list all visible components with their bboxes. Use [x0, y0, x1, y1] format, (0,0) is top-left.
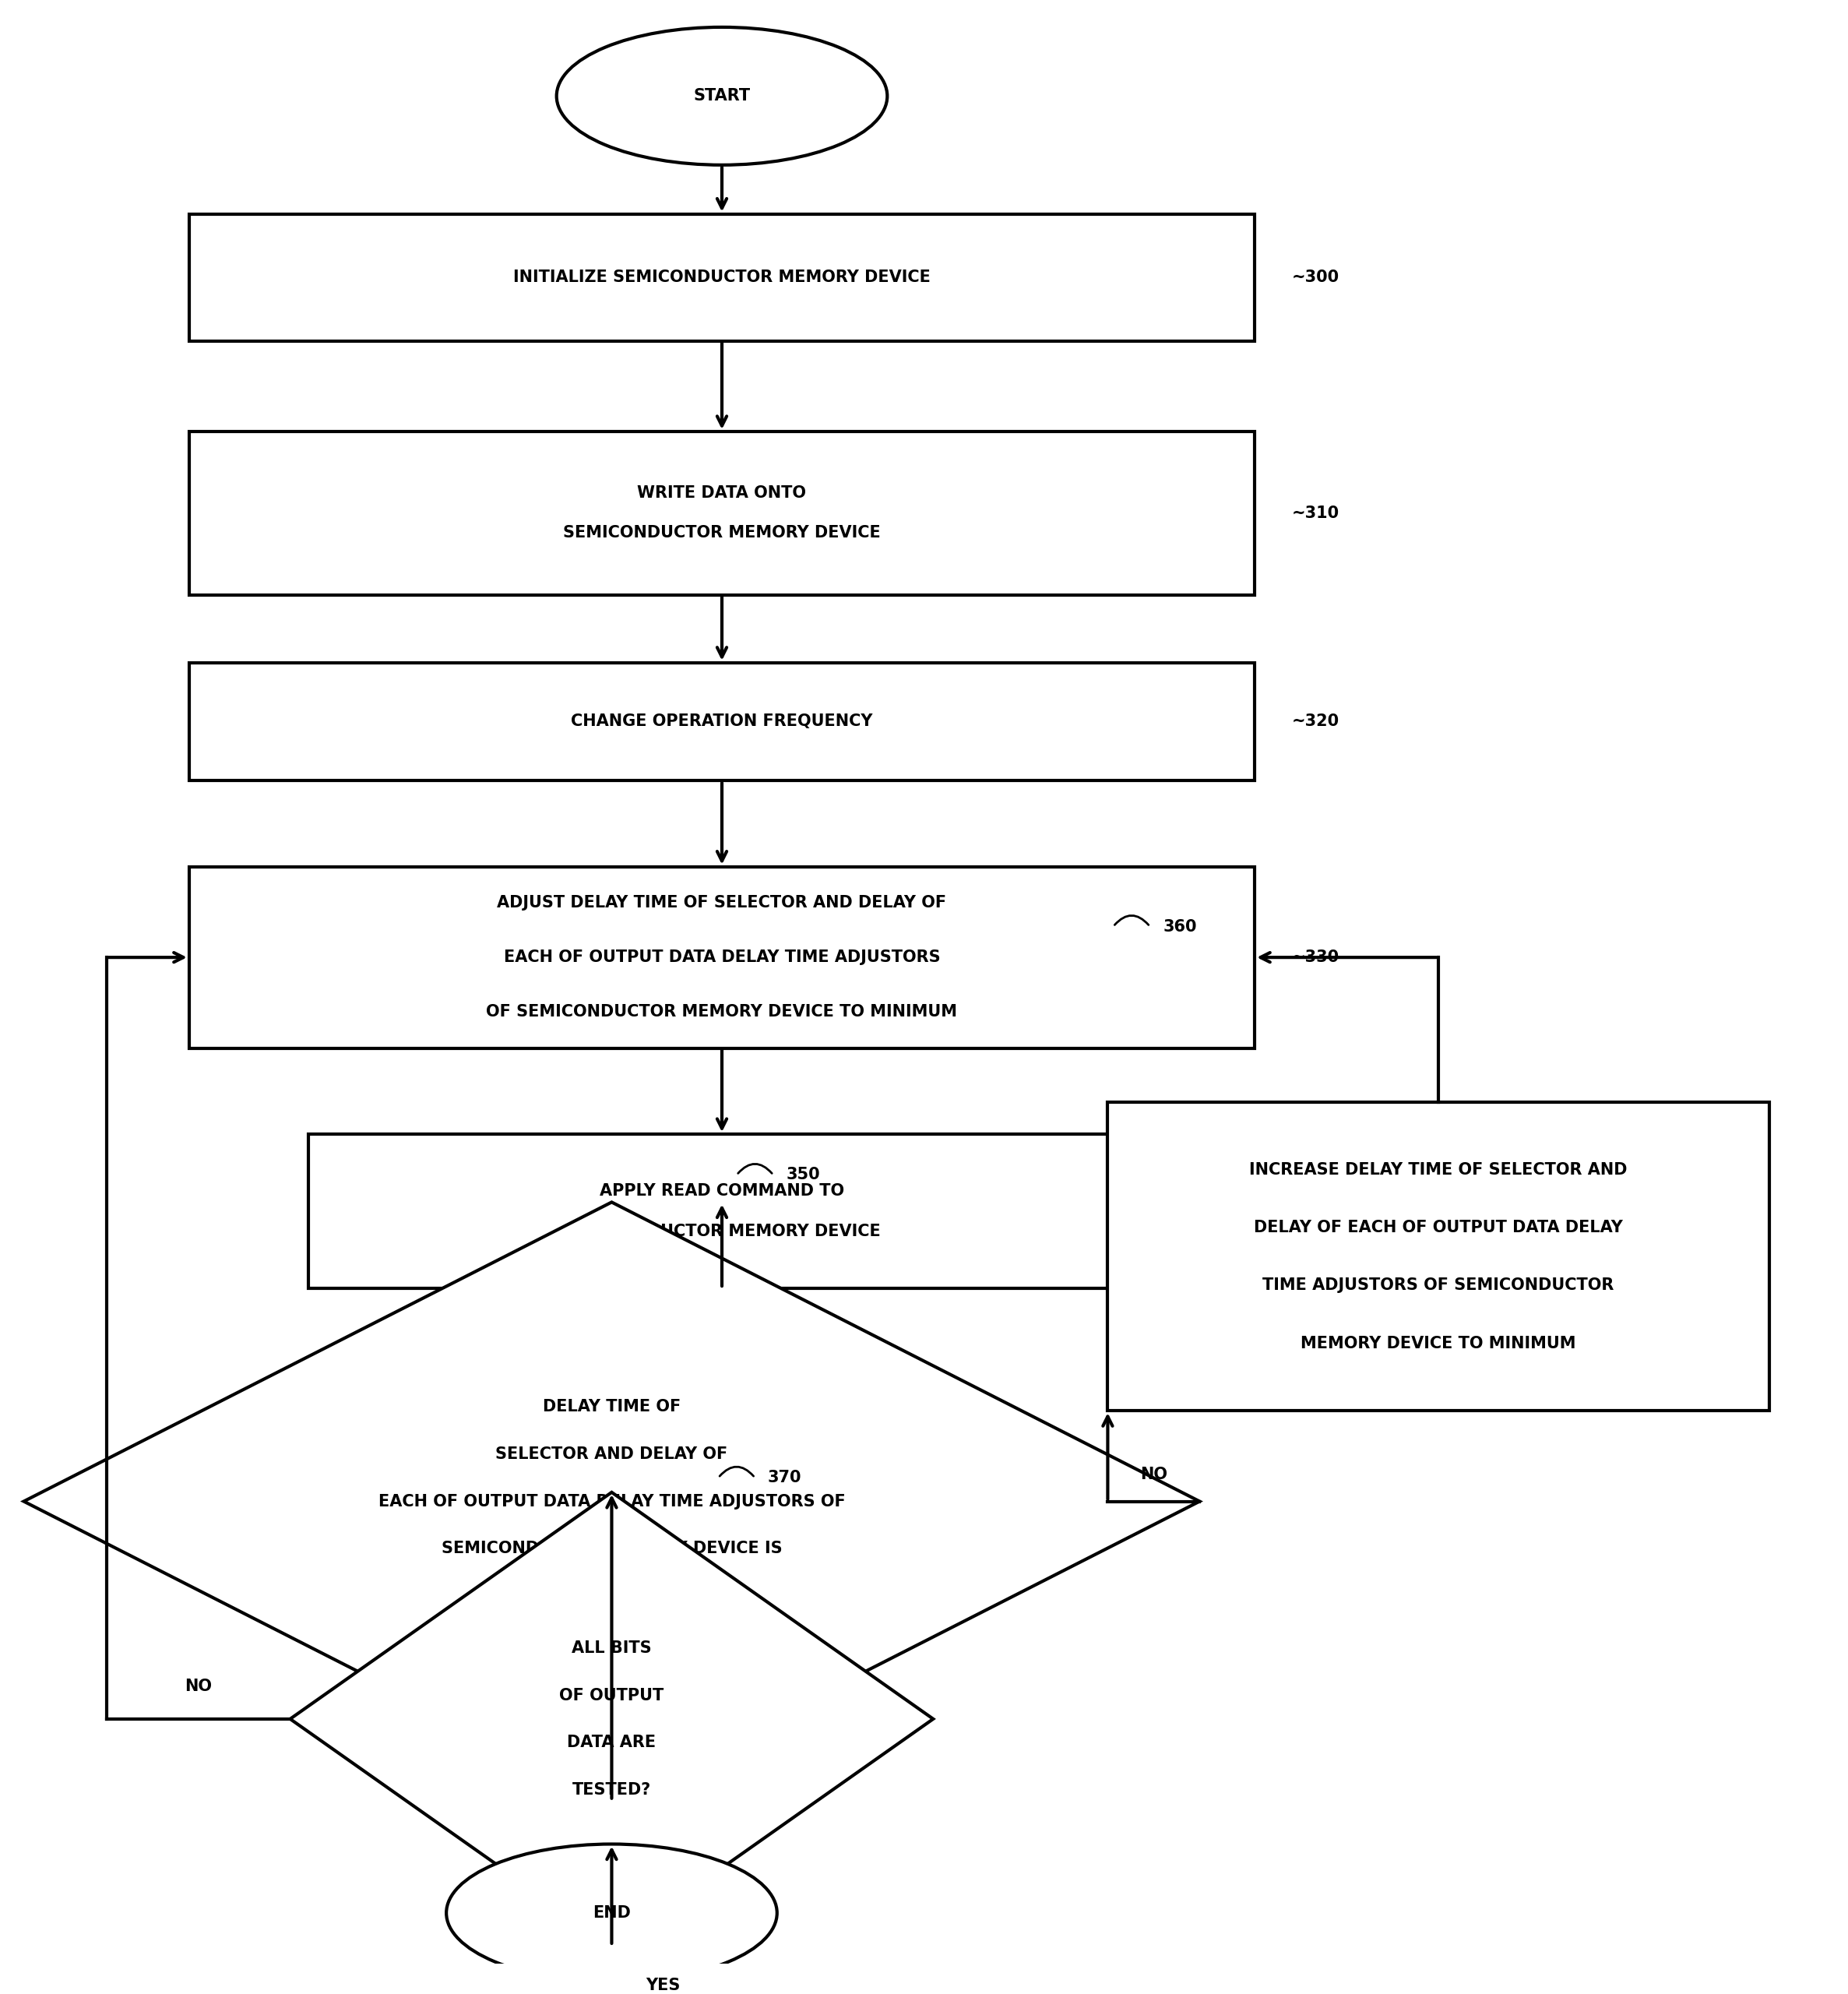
- Text: TESTED?: TESTED?: [573, 1783, 650, 1797]
- FancyBboxPatch shape: [1107, 1103, 1769, 1410]
- Text: ~310: ~310: [1292, 504, 1340, 520]
- FancyBboxPatch shape: [188, 867, 1255, 1049]
- Text: INITIALIZE SEMICONDUCTOR MEMORY DEVICE: INITIALIZE SEMICONDUCTOR MEMORY DEVICE: [514, 269, 931, 285]
- Text: OF SEMICONDUCTOR MEMORY DEVICE TO MINIMUM: OF SEMICONDUCTOR MEMORY DEVICE TO MINIMU…: [486, 1005, 957, 1019]
- Text: NO: NO: [1140, 1466, 1168, 1482]
- FancyBboxPatch shape: [188, 662, 1255, 780]
- Text: EACH OF OUTPUT DATA DELAY TIME ADJUSTORS OF: EACH OF OUTPUT DATA DELAY TIME ADJUSTORS…: [379, 1494, 845, 1509]
- Text: INCREASE DELAY TIME OF SELECTOR AND: INCREASE DELAY TIME OF SELECTOR AND: [1249, 1163, 1628, 1176]
- Text: YES: YES: [645, 1846, 680, 1862]
- Polygon shape: [24, 1202, 1199, 1801]
- Text: DELAY TIME OF: DELAY TIME OF: [543, 1400, 680, 1416]
- Text: WRITE DATA ONTO: WRITE DATA ONTO: [638, 485, 806, 500]
- Text: END: END: [593, 1904, 630, 1920]
- Text: ~340: ~340: [1190, 1204, 1238, 1218]
- Text: APPLY READ COMMAND TO: APPLY READ COMMAND TO: [599, 1184, 845, 1198]
- FancyBboxPatch shape: [188, 213, 1255, 341]
- Text: DELAY OF EACH OF OUTPUT DATA DELAY: DELAY OF EACH OF OUTPUT DATA DELAY: [1255, 1220, 1623, 1236]
- Text: ~300: ~300: [1292, 269, 1340, 285]
- Text: ADJUSTED TO MINIMUM?: ADJUSTED TO MINIMUM?: [499, 1587, 724, 1603]
- Text: TIME ADJUSTORS OF SEMICONDUCTOR: TIME ADJUSTORS OF SEMICONDUCTOR: [1262, 1278, 1613, 1294]
- Text: EACH OF OUTPUT DATA DELAY TIME ADJUSTORS: EACH OF OUTPUT DATA DELAY TIME ADJUSTORS: [505, 949, 941, 965]
- Text: DATA ARE: DATA ARE: [567, 1735, 656, 1751]
- Polygon shape: [290, 1492, 933, 1946]
- Text: SELECTOR AND DELAY OF: SELECTOR AND DELAY OF: [495, 1446, 728, 1462]
- FancyBboxPatch shape: [309, 1135, 1135, 1288]
- Text: START: START: [693, 88, 750, 104]
- Text: YES: YES: [645, 1978, 680, 1994]
- Text: SEMICONDUCTOR MEMORY DEVICE: SEMICONDUCTOR MEMORY DEVICE: [564, 524, 881, 540]
- Text: MEMORY DEVICE TO MINIMUM: MEMORY DEVICE TO MINIMUM: [1301, 1336, 1576, 1352]
- Text: ADJUST DELAY TIME OF SELECTOR AND DELAY OF: ADJUST DELAY TIME OF SELECTOR AND DELAY …: [497, 895, 946, 911]
- Text: NO: NO: [185, 1679, 213, 1695]
- Text: 370: 370: [767, 1470, 802, 1486]
- Ellipse shape: [447, 1844, 776, 1982]
- Text: 360: 360: [1162, 919, 1198, 935]
- Text: ~330: ~330: [1292, 949, 1340, 965]
- Text: ALL BITS: ALL BITS: [571, 1641, 652, 1657]
- Text: OF OUTPUT: OF OUTPUT: [560, 1687, 663, 1703]
- Text: SEMICONDUCTOR MEMORY DEVICE IS: SEMICONDUCTOR MEMORY DEVICE IS: [442, 1541, 782, 1555]
- FancyBboxPatch shape: [188, 431, 1255, 594]
- Text: 350: 350: [785, 1166, 821, 1182]
- Text: CHANGE OPERATION FREQUENCY: CHANGE OPERATION FREQUENCY: [571, 714, 872, 730]
- Ellipse shape: [556, 28, 887, 166]
- Text: SEMICONDUCTOR MEMORY DEVICE: SEMICONDUCTOR MEMORY DEVICE: [564, 1224, 881, 1238]
- Text: ~320: ~320: [1292, 714, 1340, 730]
